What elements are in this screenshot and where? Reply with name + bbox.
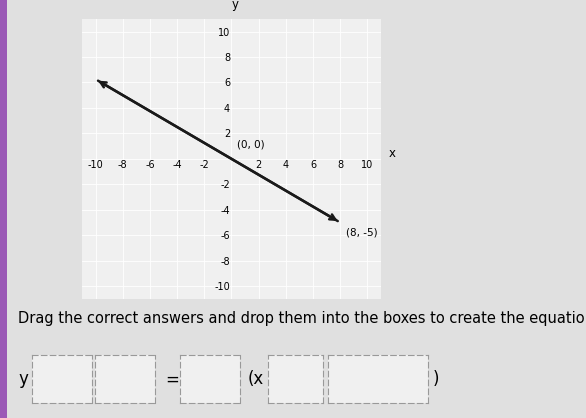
- Text: y: y: [18, 370, 28, 388]
- Text: y: y: [232, 0, 239, 11]
- Text: (0, 0): (0, 0): [237, 140, 264, 150]
- Text: (x: (x: [248, 370, 264, 388]
- Text: x: x: [389, 147, 396, 160]
- Text: =: =: [165, 370, 179, 388]
- Text: (8, -5): (8, -5): [346, 227, 377, 237]
- Text: Drag the correct answers and drop them into the boxes to create the equation.: Drag the correct answers and drop them i…: [18, 311, 586, 326]
- Text: ): ): [433, 370, 440, 388]
